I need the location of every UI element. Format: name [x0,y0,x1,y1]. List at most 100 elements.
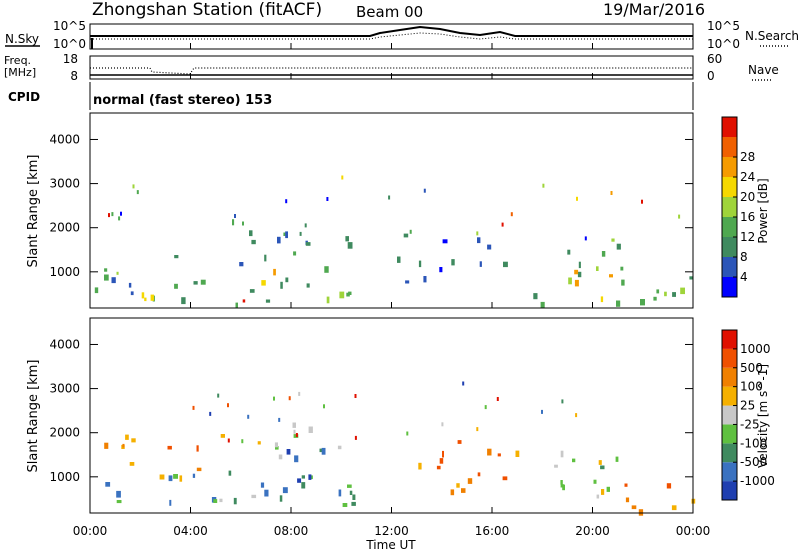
velocity-cell [601,489,605,495]
colorbar-swatch [722,462,737,482]
velocity-colorbar: 1000 500 100 25 -25 -100 -500 -1000 [721,329,775,501]
power-cell [108,213,110,218]
velocity-cell [625,497,630,503]
velocity-cell [487,448,492,456]
velocity-cell [671,505,677,511]
power-colorbar-label: Power [dB] [756,178,770,243]
power-cell [397,256,401,263]
velocity-cell [600,465,605,470]
date-label: 19/Mar/2016 [603,0,705,19]
power-cell [616,243,621,250]
velocity-cell [497,453,501,457]
velocity-cell [436,465,441,470]
nsky-line [90,25,693,37]
power-cell [609,274,613,278]
colorbar-swatch [722,157,737,177]
velocity-cell [131,438,136,443]
y-tick-label: 3000 [49,382,80,396]
velocity-cell [196,467,202,472]
x-tick-label: 16:00 [475,524,510,538]
colorbar-swatch [722,443,737,463]
power-cell [239,262,244,267]
velocity-cell [295,433,298,437]
velocity-cell [129,462,135,466]
power-cell [540,301,545,308]
velocity-cell [462,381,465,386]
power-cell [621,279,625,286]
nave-label: Nave [748,63,779,77]
velocity-cell [560,450,564,458]
velocity-cell [173,474,178,479]
velocity-cell [484,405,487,410]
velocity-cell [338,489,342,497]
velocity-cell [441,422,444,427]
colorbar-tick-label: 8 [740,250,748,264]
power-cell [348,291,352,295]
velocity-cell [179,475,183,482]
power-cell [120,211,122,216]
velocity-cell [228,470,232,476]
power-cell [150,294,154,301]
nsearch-tick-top: 10^5 [707,19,740,33]
power-colorbar: 4 8 12 16 20 24 28 [721,116,755,298]
y-tick-label: 1000 [49,470,80,484]
power-cell [620,266,624,271]
power-cell [104,268,108,272]
power-cell [235,302,238,309]
power-cell [477,237,481,244]
velocity-cell [168,475,173,482]
power-cell [601,251,606,257]
power-cell [104,274,109,281]
power-cell [641,199,643,204]
power-cell [141,292,145,299]
power-cell [510,212,513,217]
power-cell [678,214,681,219]
velocity-cell [476,427,479,432]
colorbar-tick-label: 4 [740,270,748,284]
nsky-label: N.Sky [5,32,39,46]
x-tick-label: 20:00 [575,524,610,538]
power-y-axis-label: Slant Range [km] [26,155,41,268]
velocity-cell [278,417,281,422]
nsky-tick-bottom: 10^0 [53,37,86,51]
freq-label: Freq. [4,54,31,67]
power-cell [423,188,426,193]
power-cell [261,280,266,286]
velocity-cell [286,449,291,455]
velocity-cell [308,426,313,433]
x-tick-label: 04:00 [173,524,208,538]
velocity-cell [105,482,111,487]
power-cell [265,299,271,303]
power-cell [118,216,121,221]
velocity-y-axis: 1000 2000 3000 4000 [49,337,693,484]
power-cell [341,175,344,180]
power-cell [130,291,134,296]
y-tick-label: 2000 [49,426,80,440]
power-cell [568,277,572,285]
velocity-cell [264,489,269,497]
velocity-cell [347,484,352,488]
velocity-cell [572,458,576,463]
velocity-cell [606,486,610,492]
colorbar-tick-label: 20 [740,190,755,204]
velocity-cell [342,503,348,507]
power-cell [94,287,99,294]
velocity-cell [560,480,563,485]
velocity-cell [104,442,109,449]
velocity-cell [209,411,212,416]
colorbar-tick-label: 12 [740,230,755,244]
colorbar-swatch [722,348,737,368]
freq-unit-label: [MHz] [4,66,36,79]
velocity-cell [159,474,165,480]
power-cell [640,299,645,306]
velocity-cell [615,456,619,462]
velocity-cell [298,391,301,396]
velocity-cell [351,501,356,506]
power-cell [600,296,604,303]
velocity-cell [219,498,223,503]
velocity-cell [319,448,324,453]
power-cell [326,296,330,304]
y-tick-label: 3000 [49,177,80,191]
power-cell [567,249,571,255]
